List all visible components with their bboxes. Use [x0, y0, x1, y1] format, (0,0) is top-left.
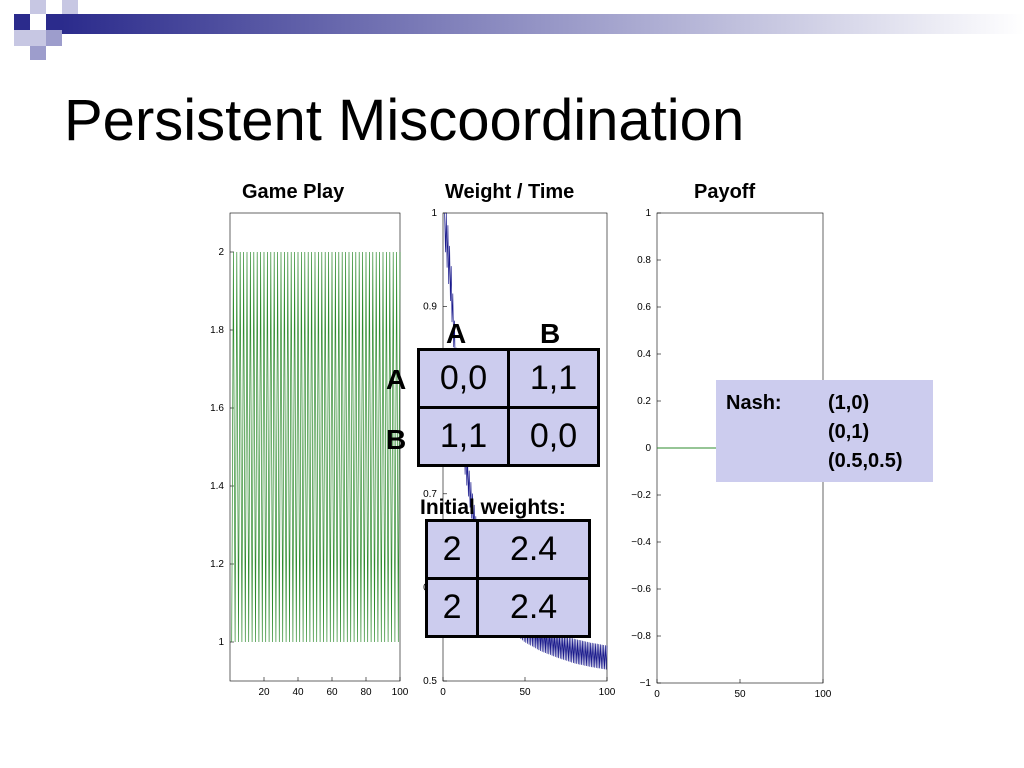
initial-weights-label: Initial weights:: [420, 496, 566, 519]
payoff-matrix: 0,0 1,1 1,1 0,0: [417, 348, 600, 467]
nash-equilibrium: (0.5,0.5): [828, 450, 903, 472]
y-tick-label: 0: [645, 443, 651, 454]
x-tick-label: 50: [519, 687, 531, 698]
plot-frame: [229, 212, 401, 682]
y-tick-label: 0.8: [637, 255, 651, 266]
y-tick-label: 2: [218, 247, 224, 258]
x-tick-label: 40: [292, 687, 304, 698]
matrix-cell: 1,1: [507, 348, 600, 409]
x-tick-label: 100: [815, 689, 832, 700]
nash-box: Nash: (1,0) (0,1) (0.5,0.5): [716, 380, 933, 482]
weight-cell: 2.4: [476, 519, 591, 580]
matrix-row-header-b: B: [386, 424, 407, 455]
y-tick-label: 0.6: [637, 302, 651, 313]
matrix-cell: 1,1: [417, 406, 510, 467]
y-tick-label: −0.4: [631, 537, 651, 548]
game-play-title: Game Play: [242, 181, 345, 203]
y-tick-label: 0.4: [637, 349, 651, 360]
weight-time-title: Weight / Time: [445, 181, 575, 203]
y-tick-label: −0.6: [631, 584, 651, 595]
y-tick-label: 0.2: [637, 396, 651, 407]
weight-cell: 2: [424, 519, 480, 580]
y-tick-label: 1.6: [210, 403, 224, 414]
y-tick-label: 0.5: [423, 676, 437, 687]
x-tick-label: 100: [599, 687, 616, 698]
x-tick-label: 80: [360, 687, 372, 698]
y-tick-label: 1: [645, 208, 651, 219]
matrix-cell: 0,0: [417, 348, 510, 409]
slide-title: Persistent Miscoordination: [64, 88, 745, 153]
matrix-col-header-a: A: [446, 318, 467, 349]
game-play-series-line: [231, 251, 401, 643]
x-tick-label: 60: [326, 687, 338, 698]
x-tick-label: 100: [392, 687, 409, 698]
weight-cell: 2.4: [476, 577, 591, 638]
y-tick-label: 1.2: [210, 559, 224, 570]
y-tick-label: −1: [640, 678, 652, 689]
x-tick-label: 50: [734, 689, 746, 700]
payoff-title: Payoff: [694, 181, 756, 203]
y-tick-label: −0.2: [631, 490, 651, 501]
nash-label: Nash:: [726, 392, 782, 414]
y-tick-label: 1: [431, 208, 437, 219]
nash-equilibrium: (1,0): [828, 392, 870, 414]
y-tick-label: 0.7: [423, 489, 437, 500]
header-decoration: [14, 0, 1024, 60]
y-tick-label: 1.8: [210, 325, 224, 336]
x-tick-label: 0: [440, 687, 446, 698]
game-play-chart: 20 40 60 80 100 1 1.2 1.4 1.6 1.8 2: [210, 212, 409, 698]
y-tick-label: −0.8: [631, 631, 651, 642]
y-tick-label: 1.4: [210, 481, 224, 492]
nash-equilibrium: (0,1): [828, 421, 870, 443]
weight-cell: 2: [424, 577, 480, 638]
initial-weights-table: 2 2.4 2 2.4: [424, 519, 591, 638]
matrix-row-header-a: A: [386, 364, 407, 395]
matrix-cell: 0,0: [507, 406, 600, 467]
x-tick-label: 20: [258, 687, 270, 698]
weight-series-line: [444, 212, 608, 670]
y-tick-label: 0.9: [423, 302, 437, 313]
matrix-col-header-b: B: [540, 318, 561, 349]
x-tick-label: 0: [654, 689, 660, 700]
y-tick-label: 1: [218, 637, 224, 648]
